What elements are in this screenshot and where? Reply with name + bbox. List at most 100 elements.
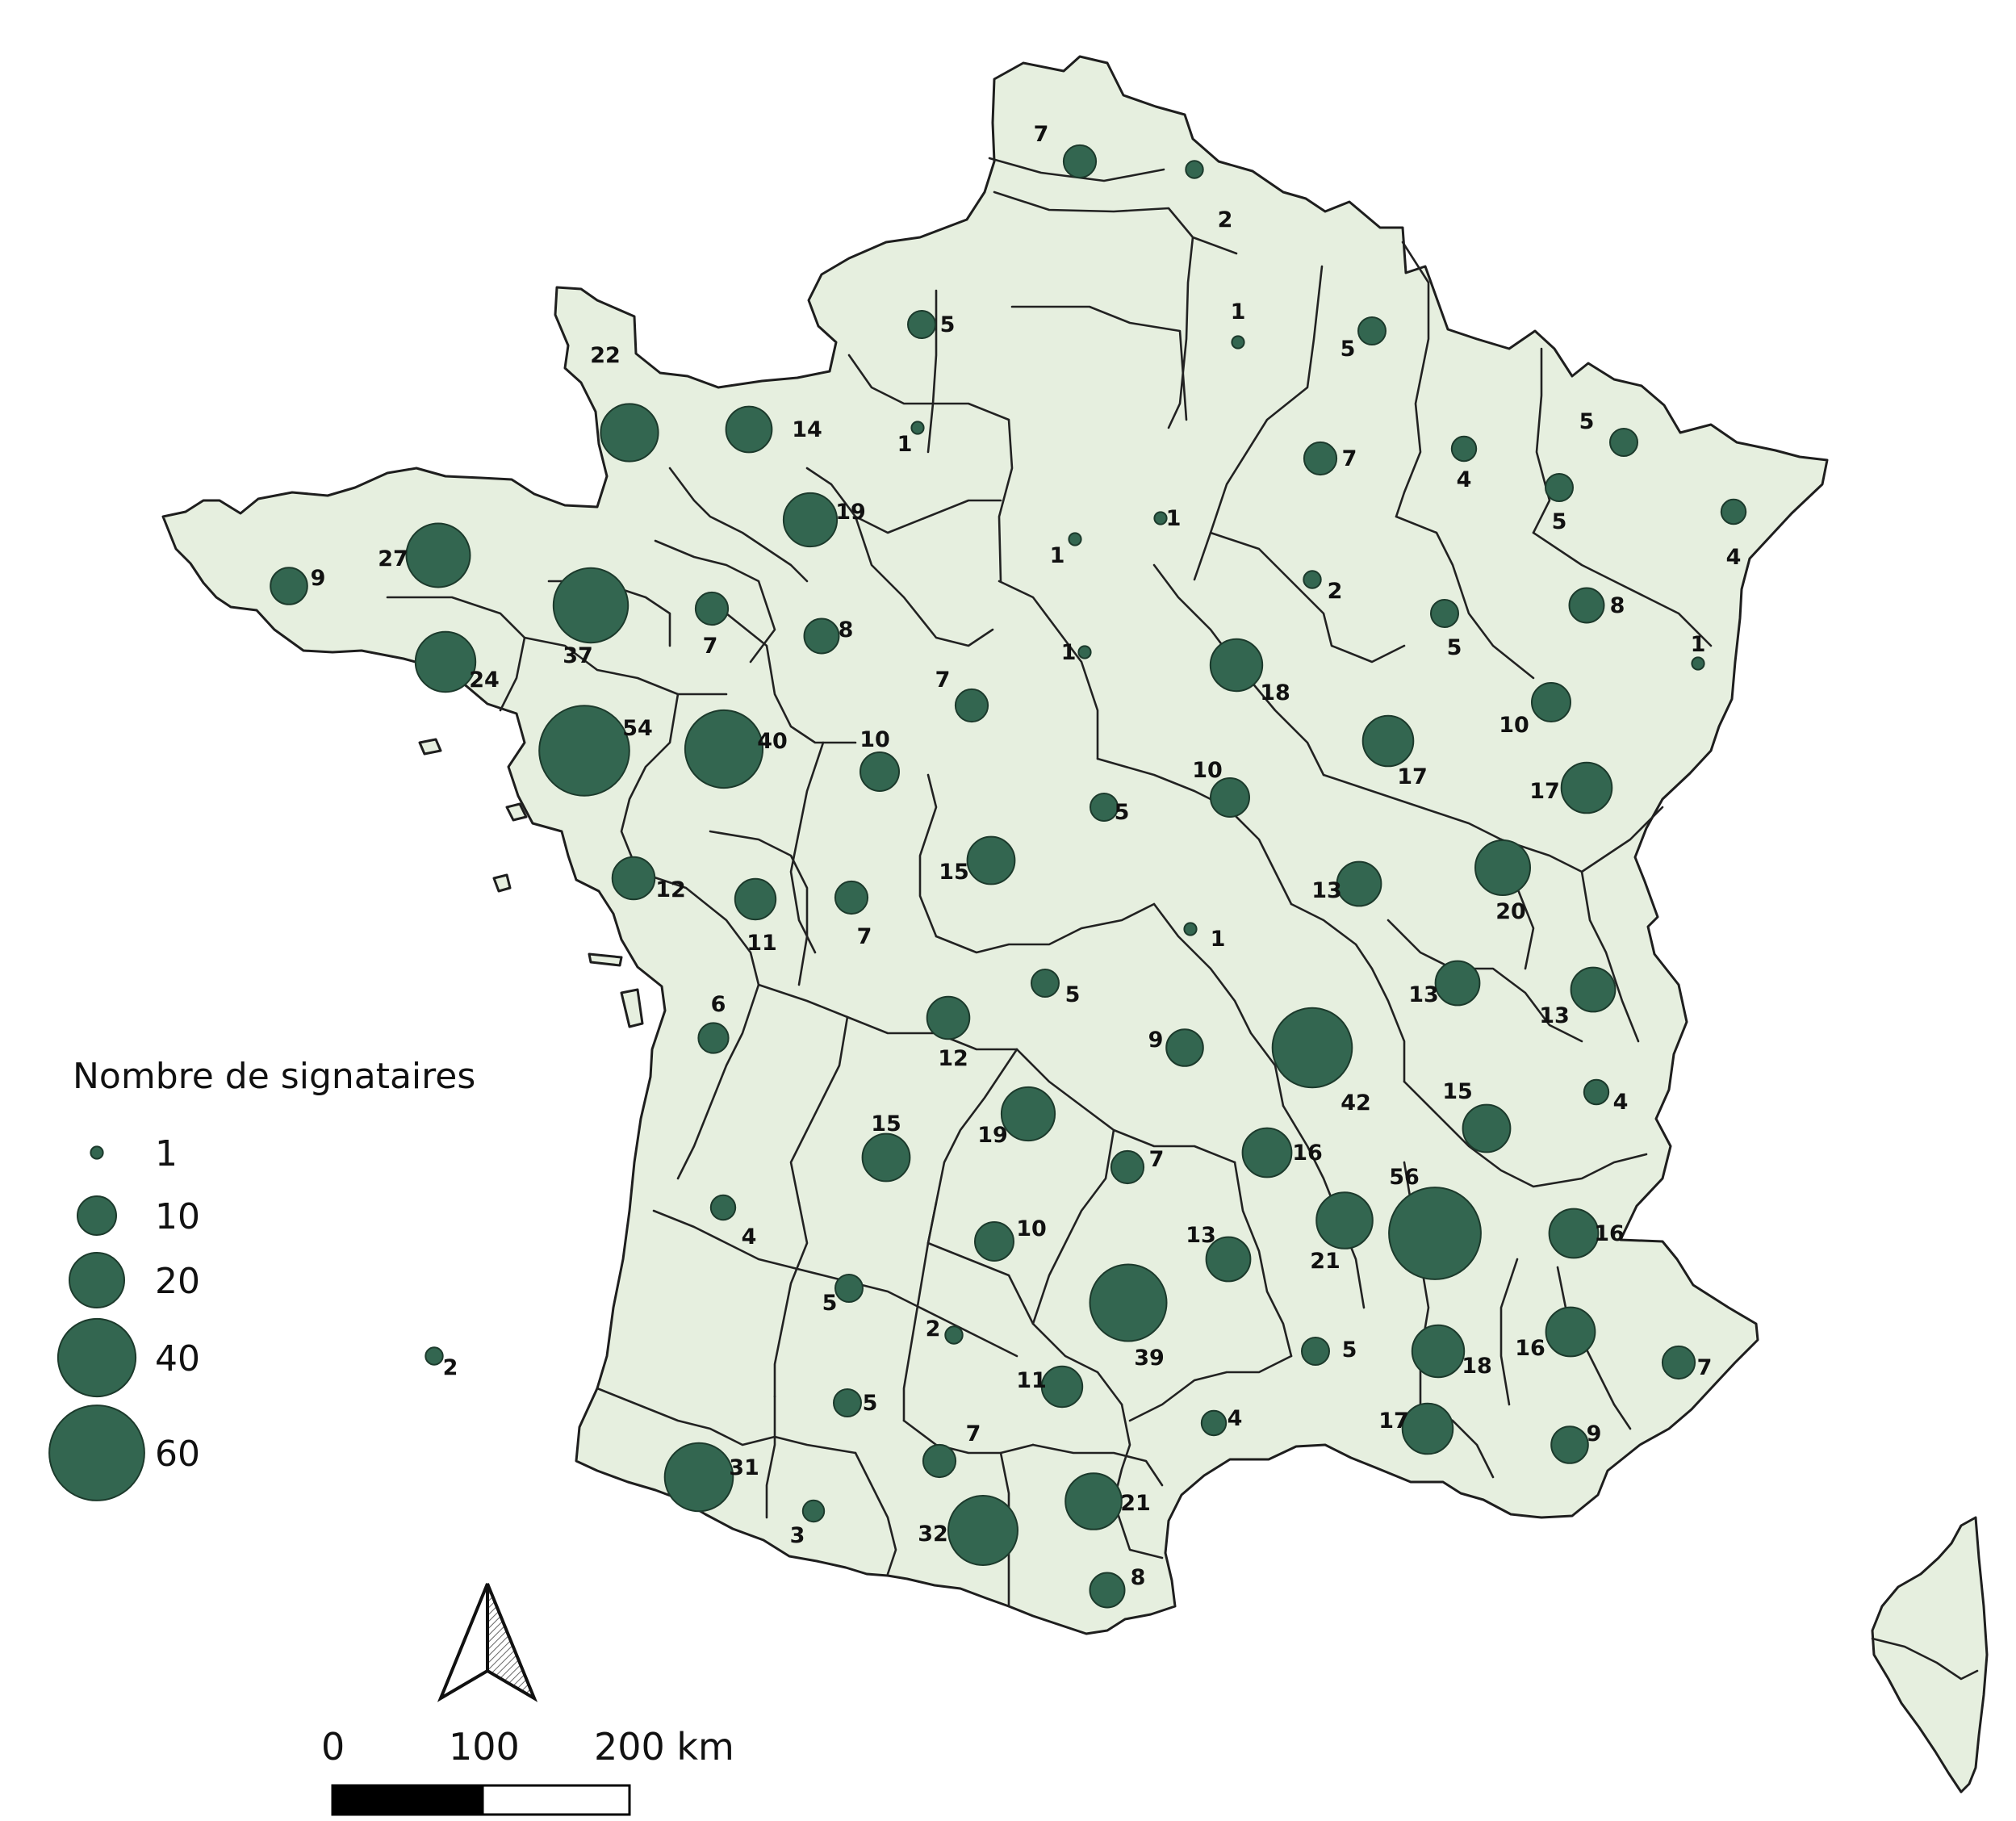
dept-value-label: 24 bbox=[469, 668, 500, 693]
dept-value-label: 10 bbox=[1499, 713, 1529, 738]
dept-bubble bbox=[1548, 1208, 1600, 1259]
dept-value-label: 11 bbox=[1016, 1368, 1047, 1393]
dept-bubble bbox=[1090, 793, 1119, 822]
dept-value-label: 1 bbox=[1166, 506, 1182, 531]
dept-value-label: 7 bbox=[1342, 446, 1357, 471]
dept-bubble bbox=[734, 877, 777, 921]
department-borders bbox=[386, 157, 1979, 1681]
dept-bubble bbox=[270, 567, 308, 605]
island-belle-ile bbox=[418, 738, 442, 756]
dept-bubble bbox=[926, 995, 971, 1040]
dept-bubble bbox=[947, 1495, 1018, 1566]
dept-value-label: 7 bbox=[857, 924, 872, 949]
dept-value-label: 9 bbox=[1148, 1028, 1164, 1053]
dept-bubble bbox=[1205, 1236, 1252, 1283]
dept-value-label: 18 bbox=[1260, 680, 1290, 705]
dept-value-label: 40 bbox=[757, 729, 788, 754]
dept-value-label: 9 bbox=[311, 566, 326, 591]
dept-value-label: 5 bbox=[940, 312, 956, 337]
dept-value-label: 10 bbox=[860, 727, 890, 752]
dept-value-label: 56 bbox=[1389, 1165, 1420, 1190]
dept-value-label: 16 bbox=[1594, 1221, 1625, 1246]
dept-value-label: 11 bbox=[747, 931, 777, 956]
dept-bubble bbox=[834, 880, 869, 915]
dept-value-label: 1 bbox=[1691, 632, 1706, 657]
dept-bubble bbox=[1241, 1127, 1293, 1178]
dept-bubble bbox=[1185, 160, 1204, 179]
dept-bubble bbox=[1210, 777, 1250, 818]
dept-value-label: 1 bbox=[897, 432, 913, 457]
dept-value-label: 7 bbox=[1149, 1147, 1165, 1172]
dept-bubble bbox=[1068, 532, 1082, 546]
dept-bubble bbox=[1077, 645, 1092, 659]
dept-value-label: 8 bbox=[1131, 1565, 1146, 1590]
dept-bubble bbox=[600, 403, 659, 463]
dept-bubble bbox=[1301, 1337, 1330, 1366]
dept-value-label: 20 bbox=[1495, 899, 1526, 924]
dept-bubble bbox=[1183, 922, 1198, 936]
dept-bubble bbox=[1361, 714, 1415, 768]
dept-bubble bbox=[1550, 1425, 1589, 1464]
dept-bubble bbox=[801, 1499, 826, 1523]
dept-bubble bbox=[1089, 1263, 1168, 1342]
dept-bubble bbox=[1560, 761, 1613, 814]
scale-label-100: 100 bbox=[449, 1725, 520, 1769]
dept-bubble bbox=[611, 856, 656, 901]
dept-value-label: 7 bbox=[935, 668, 951, 693]
dept-bubble bbox=[922, 1443, 957, 1479]
dept-value-label: 10 bbox=[1016, 1216, 1047, 1241]
dept-value-label: 4 bbox=[1457, 467, 1472, 492]
dept-bubble bbox=[1545, 473, 1574, 502]
dept-bubble bbox=[425, 1346, 444, 1366]
dept-bubble bbox=[684, 709, 764, 789]
dept-bubble bbox=[1303, 441, 1338, 476]
dept-value-label: 1 bbox=[1061, 640, 1077, 665]
dept-bubble bbox=[697, 1022, 730, 1054]
dept-value-label: 1 bbox=[1211, 927, 1226, 952]
dept-value-label: 7 bbox=[703, 634, 718, 659]
island-re bbox=[588, 952, 623, 967]
dept-value-label: 12 bbox=[655, 877, 686, 902]
dept-value-label: 13 bbox=[1539, 1003, 1570, 1028]
dept-value-label: 15 bbox=[871, 1111, 901, 1137]
dept-value-label: 13 bbox=[1408, 982, 1439, 1007]
corsica bbox=[1871, 1516, 1989, 1794]
dept-value-label: 4 bbox=[1726, 545, 1742, 570]
dept-bubble bbox=[1570, 966, 1617, 1013]
scale-bar: 0 100 200 km bbox=[321, 1725, 734, 1816]
dept-bubble bbox=[414, 630, 477, 693]
dept-value-label: 5 bbox=[822, 1291, 838, 1316]
dept-bubble bbox=[1568, 587, 1605, 624]
scale-label-200: 200 km bbox=[594, 1725, 734, 1769]
dept-value-label: 22 bbox=[590, 343, 621, 368]
dept-value-label: 2 bbox=[1218, 207, 1233, 232]
dept-bubble bbox=[1040, 1365, 1084, 1409]
island-oleron bbox=[620, 988, 644, 1028]
dept-bubble bbox=[1401, 1402, 1454, 1455]
dept-bubble bbox=[1064, 1472, 1123, 1530]
dept-value-label: 3 bbox=[790, 1523, 805, 1548]
legend-value: 40 bbox=[155, 1338, 200, 1379]
dept-value-label: 13 bbox=[1186, 1223, 1216, 1248]
dept-bubble bbox=[1434, 960, 1481, 1007]
island-noirmoutier bbox=[505, 802, 528, 822]
dept-bubble bbox=[1661, 1345, 1696, 1380]
dept-value-label: 18 bbox=[1462, 1354, 1492, 1379]
dept-bubble bbox=[833, 1388, 862, 1417]
dept-bubble bbox=[552, 567, 629, 644]
dept-value-label: 2 bbox=[926, 1317, 941, 1342]
dept-value-label: 21 bbox=[1120, 1491, 1151, 1516]
dept-bubble bbox=[1110, 1149, 1145, 1185]
dept-value-label: 7 bbox=[1034, 122, 1049, 147]
dept-value-label: 4 bbox=[1613, 1090, 1629, 1115]
dept-bubble bbox=[974, 1221, 1014, 1262]
dept-value-label: 17 bbox=[1529, 779, 1560, 804]
scale-label-0: 0 bbox=[321, 1725, 345, 1769]
dept-bubble bbox=[1031, 969, 1060, 998]
legend-value: 10 bbox=[155, 1196, 200, 1237]
dept-value-label: 5 bbox=[1341, 337, 1356, 362]
scale-segment-white bbox=[481, 1784, 631, 1816]
dept-value-label: 19 bbox=[835, 500, 866, 525]
